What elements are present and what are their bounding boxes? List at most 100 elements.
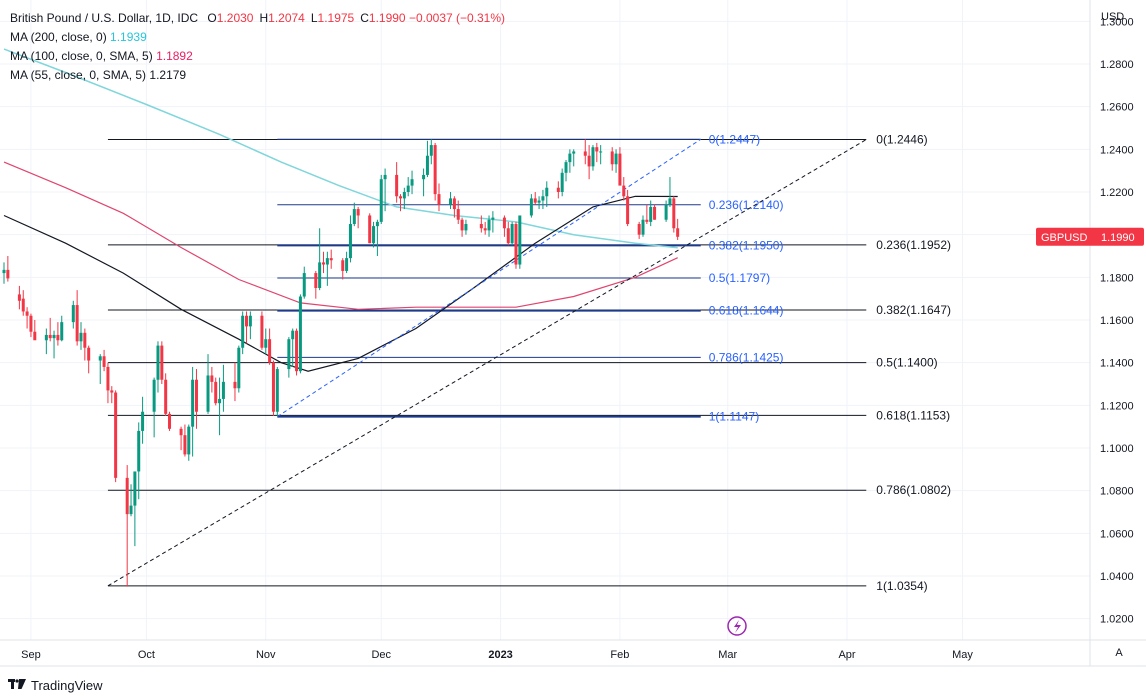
candle-body[interactable] [233,381,237,389]
candle-body[interactable] [102,356,106,367]
candle-body[interactable] [626,196,630,224]
candle-body[interactable] [637,224,641,235]
candle-body[interactable] [341,260,345,271]
candle-body[interactable] [191,379,195,427]
candle-body[interactable] [137,430,141,472]
candle-body[interactable] [218,398,222,404]
candle-body[interactable] [129,505,133,515]
candle-body[interactable] [649,206,653,222]
tradingview-brand[interactable]: TradingView [8,677,103,693]
candle-body[interactable] [560,172,564,192]
candle-body[interactable] [352,209,356,224]
candle-body[interactable] [541,196,545,201]
candle-body[interactable] [79,332,83,342]
candle-body[interactable] [491,217,495,220]
candle-body[interactable] [375,221,379,227]
legend-ma-row[interactable]: MA (100, close, 0, SMA, 5) 1.1892 [10,47,505,66]
candle-body[interactable] [422,174,426,180]
candle-body[interactable] [556,187,560,192]
candle-body[interactable] [221,381,225,399]
candle-body[interactable] [260,315,264,348]
candle-body[interactable] [510,224,514,244]
candle-body[interactable] [325,258,329,265]
candle-body[interactable] [599,151,603,153]
candle-body[interactable] [464,224,468,231]
candle-body[interactable] [645,219,649,222]
candle-body[interactable] [572,151,576,154]
candle-body[interactable] [398,196,402,199]
candle-body[interactable] [595,147,599,152]
candle-body[interactable] [160,345,164,380]
candle-body[interactable] [110,390,114,393]
candle-body[interactable] [433,145,437,195]
candle-body[interactable] [152,379,156,412]
candle-body[interactable] [60,322,64,341]
candle-body[interactable] [506,228,510,244]
candle-body[interactable] [406,185,410,192]
candle-body[interactable] [425,155,429,175]
candle-body[interactable] [98,356,102,361]
candle-body[interactable] [75,305,79,342]
candle-body[interactable] [275,369,279,412]
candle-body[interactable] [368,215,372,244]
candle-body[interactable] [452,198,456,210]
candle-body[interactable] [529,198,533,216]
candle-body[interactable] [25,311,29,316]
candle-body[interactable] [618,153,622,186]
candle-body[interactable] [271,362,275,412]
candle-body[interactable] [44,334,48,341]
candle-body[interactable] [302,273,306,297]
legend-ma-row[interactable]: MA (200, close, 0) 1.1939 [10,28,505,47]
candle-body[interactable] [610,151,614,165]
candle-body[interactable] [429,145,433,156]
candle-body[interactable] [106,366,110,391]
candle-body[interactable] [114,392,118,478]
candle-body[interactable] [33,331,37,341]
candle-body[interactable] [591,147,595,167]
candle-body[interactable] [206,375,210,412]
candle-body[interactable] [487,219,491,231]
candle-body[interactable] [318,262,322,288]
candle-body[interactable] [183,435,187,455]
candle-body[interactable] [587,155,591,167]
candle-body[interactable] [245,315,249,327]
candle-body[interactable] [672,198,676,229]
candle-body[interactable] [295,330,299,372]
candle-body[interactable] [314,273,318,288]
candle-body[interactable] [402,192,406,199]
candle-body[interactable] [133,471,137,506]
candle-body[interactable] [379,179,383,222]
candle-body[interactable] [345,258,349,271]
candle-body[interactable] [237,347,241,389]
candle-body[interactable] [71,305,75,323]
candle-body[interactable] [56,334,60,341]
candle-body[interactable] [568,153,572,163]
candle-body[interactable] [187,426,191,455]
candle-body[interactable] [287,339,291,370]
candle-body[interactable] [29,315,33,332]
auto-scale-button[interactable]: A [1115,647,1123,659]
candle-body[interactable] [194,379,198,412]
candle-body[interactable] [514,224,518,265]
candle-body[interactable] [248,315,252,327]
candle-body[interactable] [545,187,549,197]
candle-body[interactable] [533,198,537,203]
candle-body[interactable] [87,347,91,361]
candle-body[interactable] [329,258,333,261]
candle-body[interactable] [664,204,668,220]
candle-body[interactable] [676,228,680,237]
candle-body[interactable] [622,185,626,197]
candle-body[interactable] [156,345,160,380]
candle-body[interactable] [164,379,168,414]
candle-body[interactable] [241,315,245,348]
candle-body[interactable] [2,269,6,274]
candle-body[interactable] [641,219,645,235]
candle-body[interactable] [456,209,460,220]
economic-event-icon[interactable] [727,616,747,636]
candle-body[interactable] [460,219,464,231]
candle-body[interactable] [410,179,414,186]
candle-body[interactable] [537,200,541,203]
candle-body[interactable] [179,428,183,436]
candle-body[interactable] [356,209,360,216]
